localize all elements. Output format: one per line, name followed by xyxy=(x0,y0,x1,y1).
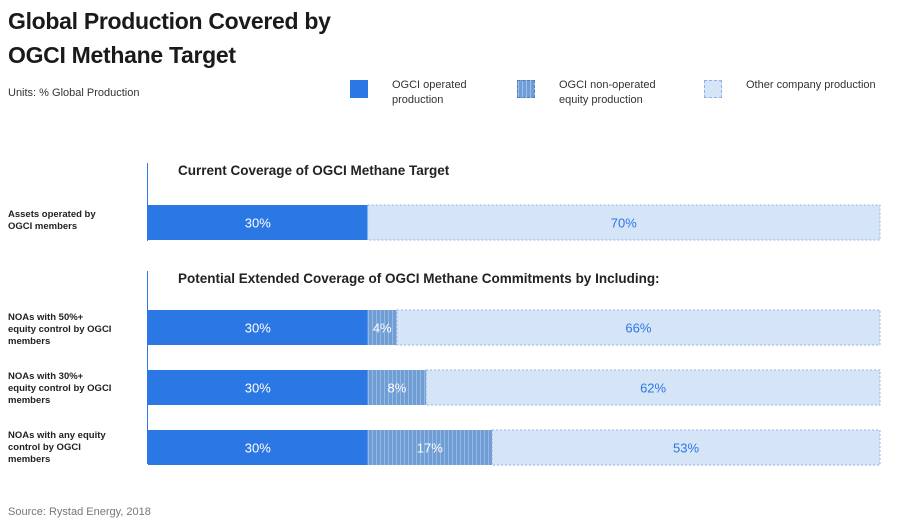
bar-segment-operated-row-3 xyxy=(148,430,368,465)
legend-label-operated-line1: OGCI operated xyxy=(392,79,467,91)
row-label-3-line3: members xyxy=(8,454,51,465)
data-label-operated-row-2: 30% xyxy=(245,381,271,396)
data-label-other-row-0: 70% xyxy=(611,216,637,231)
bar-segment-nonoperated-row-2 xyxy=(367,370,427,405)
legend-item-other: Other company production xyxy=(704,78,876,98)
chart-title-line2: OGCI Methane Target xyxy=(8,42,236,68)
row-label-2-line1: NOAs with 30%+ xyxy=(8,371,84,382)
row-label-2-line3: members xyxy=(8,395,51,406)
data-label-other-row-1: 66% xyxy=(625,321,651,336)
row-label-assets-operated: Assets operated by OGCI members xyxy=(8,209,128,233)
bar-segment-other-row-0 xyxy=(367,204,881,241)
section2-heading: Potential Extended Coverage of OGCI Meth… xyxy=(178,271,660,286)
data-label-nonoperated-row-3: 17% xyxy=(417,441,443,456)
row-label-2-line2: equity control by OGCI xyxy=(8,383,112,394)
chart-title-line1: Global Production Covered by xyxy=(8,8,331,34)
bar-segment-nonoperated-row-3 xyxy=(367,430,493,465)
bar-segment-other-row-1 xyxy=(396,309,881,346)
row-label-1-line2: equity control by OGCI xyxy=(8,324,112,335)
legend-swatch-nonoperated xyxy=(517,80,535,98)
data-label-nonoperated-row-2: 8% xyxy=(387,381,406,396)
bar-segment-operated-row-1 xyxy=(148,310,368,345)
section1-heading: Current Coverage of OGCI Methane Target xyxy=(178,163,450,178)
row-label-3-line2: control by OGCI xyxy=(8,442,81,453)
data-label-operated-row-3: 30% xyxy=(245,441,271,456)
row-label-noa-any: NOAs with any equity control by OGCI mem… xyxy=(8,430,128,466)
data-label-operated-row-0: 30% xyxy=(245,216,271,231)
section2-divider xyxy=(147,271,148,464)
legend-label-other: Other company production xyxy=(746,78,876,93)
legend-swatch-operated xyxy=(350,80,368,98)
row-label-noa-30: NOAs with 30%+ equity control by OGCI me… xyxy=(8,371,128,407)
chart-title: Global Production Covered by OGCI Methan… xyxy=(8,4,331,72)
legend-label-operated-line2: production xyxy=(392,94,444,106)
bar-segment-other-row-2 xyxy=(425,369,881,406)
row-label-1-line3: members xyxy=(8,336,51,347)
legend-label-operated: OGCI operated production xyxy=(392,78,467,108)
bar-segment-operated-row-2 xyxy=(148,370,368,405)
source-note: Source: Rystad Energy, 2018 xyxy=(8,506,151,518)
data-label-operated-row-1: 30% xyxy=(245,321,271,336)
data-label-nonoperated-row-1: 4% xyxy=(373,321,392,336)
legend-label-nonoperated-line1: OGCI non-operated xyxy=(559,79,656,91)
row-label-3-line1: NOAs with any equity xyxy=(8,430,106,441)
legend-item-nonoperated: OGCI non-operated equity production xyxy=(517,78,656,108)
units-note: Units: % Global Production xyxy=(8,87,140,99)
legend-swatch-other xyxy=(704,80,722,98)
row-label-0-line2: OGCI members xyxy=(8,221,78,232)
bar-segment-operated-row-0 xyxy=(148,205,368,240)
data-label-other-row-2: 62% xyxy=(640,381,666,396)
row-label-noa-50: NOAs with 50%+ equity control by OGCI me… xyxy=(8,312,128,348)
section1-divider xyxy=(147,163,148,241)
data-label-other-row-3: 53% xyxy=(673,441,699,456)
legend-label-nonoperated-line2: equity production xyxy=(559,94,643,106)
bar-segment-nonoperated-row-1 xyxy=(367,310,397,345)
legend-label-nonoperated: OGCI non-operated equity production xyxy=(559,78,656,108)
legend-item-operated: OGCI operated production xyxy=(350,78,467,108)
row-label-0-line1: Assets operated by xyxy=(8,209,96,220)
bar-segment-other-row-3 xyxy=(491,429,881,466)
legend-label-other-line1: Other company production xyxy=(746,79,876,91)
row-label-1-line1: NOAs with 50%+ xyxy=(8,312,84,323)
